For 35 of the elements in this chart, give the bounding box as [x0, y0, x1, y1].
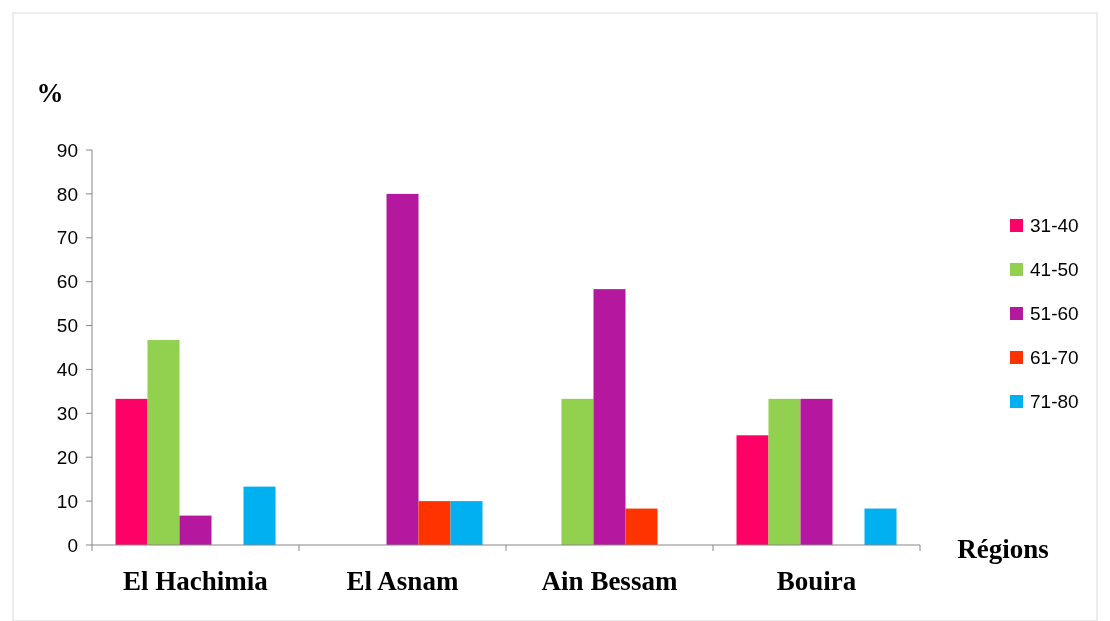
- bar: [179, 515, 212, 545]
- y-axis-title: %: [36, 78, 64, 108]
- x-tick-label: El Asnam: [346, 566, 459, 596]
- bar: [147, 340, 180, 545]
- y-tick-label: 60: [56, 271, 78, 293]
- x-tick-label: Bouira: [776, 566, 857, 596]
- bar: [243, 486, 276, 545]
- bar: [736, 435, 769, 545]
- bar: [593, 289, 626, 545]
- y-tick-label: 20: [56, 446, 78, 468]
- legend-label: 41-50: [1030, 258, 1079, 280]
- bar: [386, 193, 419, 545]
- y-tick-label: 70: [56, 227, 78, 249]
- y-tick-label: 30: [56, 402, 78, 424]
- bar: [115, 398, 148, 545]
- y-tick-label: 0: [67, 534, 78, 556]
- y-tick-label: 10: [56, 490, 78, 512]
- x-tick-label: Ain Bessam: [541, 566, 678, 596]
- legend-label: 51-60: [1030, 302, 1079, 324]
- x-axis-title: Régions: [957, 534, 1049, 564]
- bar: [418, 501, 451, 545]
- bar: [864, 508, 897, 545]
- legend-label: 31-40: [1030, 214, 1079, 236]
- bar: [800, 398, 833, 545]
- y-tick-label: 40: [56, 359, 78, 381]
- bar: [625, 508, 658, 545]
- legend-label: 61-70: [1030, 346, 1079, 368]
- y-tick-label: 80: [56, 183, 78, 205]
- bar: [561, 398, 594, 545]
- legend-label: 71-80: [1030, 390, 1079, 412]
- y-tick-label: 90: [56, 139, 78, 161]
- x-tick-label: El Hachimia: [123, 566, 269, 596]
- bar: [768, 398, 801, 545]
- y-tick-label: 50: [56, 315, 78, 337]
- bar: [450, 501, 483, 545]
